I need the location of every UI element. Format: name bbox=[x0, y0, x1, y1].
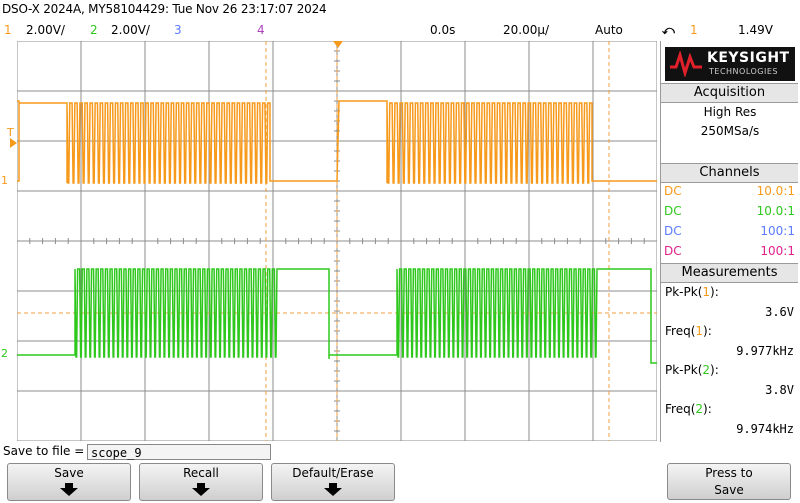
measurement-label[interactable]: Freq(1): bbox=[665, 324, 712, 338]
channel-coupling: DC bbox=[664, 244, 682, 258]
window-title: DSO-X 2024A, MY58104429: Tue Nov 26 23:1… bbox=[2, 2, 327, 16]
save-softkey-label: Save bbox=[54, 466, 84, 480]
ch1-waveform bbox=[17, 100, 657, 184]
measurement-channel: 1 bbox=[702, 285, 711, 299]
channels-header[interactable]: Channels bbox=[661, 163, 798, 183]
channel-probe: 10.0:1 bbox=[756, 184, 795, 198]
measurement-name: Pk-Pk( bbox=[665, 285, 703, 299]
ch4-number[interactable]: 4 bbox=[257, 23, 265, 37]
arrow-head-icon bbox=[60, 488, 78, 496]
channel-coupling: DC bbox=[664, 224, 682, 238]
ch1-scale[interactable]: 2.00V/ bbox=[26, 23, 65, 37]
measurement-value: 3.8V bbox=[765, 383, 794, 397]
save-to-file-label: Save to file = bbox=[3, 444, 85, 458]
ch3-number[interactable]: 3 bbox=[174, 23, 182, 37]
channel-probe: 100:1 bbox=[760, 244, 795, 258]
press-to-save-line1: Press to bbox=[705, 466, 753, 480]
channel-coupling: DC bbox=[664, 184, 682, 198]
measurement-value: 9.977kHz bbox=[736, 344, 794, 358]
ch1-number[interactable]: 1 bbox=[4, 23, 12, 37]
measurement-suffix: ): bbox=[710, 363, 719, 377]
measurement-name: Pk-Pk( bbox=[665, 363, 703, 377]
keysight-wave-icon bbox=[670, 51, 702, 77]
keysight-logo: KEYSIGHT TECHNOLOGIES bbox=[665, 47, 795, 81]
status-bar: 1 2.00V/ 2 2.00V/ 3 4 0.0s 20.00µ/ Auto … bbox=[0, 22, 698, 40]
measurement-channel: 1 bbox=[695, 324, 704, 338]
default-erase-softkey-label: Default/Erase bbox=[292, 466, 374, 480]
timebase-scale[interactable]: 20.00µ/ bbox=[503, 23, 550, 37]
measurement-name: Freq( bbox=[665, 324, 696, 338]
arrow-down-icon bbox=[329, 483, 337, 488]
press-to-save-line2: Save bbox=[714, 483, 744, 497]
channel-probe: 100:1 bbox=[760, 224, 795, 238]
ch2-scale[interactable]: 2.00V/ bbox=[111, 23, 150, 37]
press-to-save-softkey[interactable]: Press to Save bbox=[667, 463, 791, 500]
default-erase-softkey[interactable]: Default/Erase bbox=[271, 463, 395, 501]
measurement-value: 3.6V bbox=[765, 305, 794, 319]
recall-softkey[interactable]: Recall bbox=[139, 463, 263, 501]
trigger-arrow-icon bbox=[10, 138, 17, 148]
acquisition-mode: High Res bbox=[703, 105, 757, 119]
trigger-level[interactable]: 1.49V bbox=[738, 23, 773, 37]
ch2-number[interactable]: 2 bbox=[90, 23, 98, 37]
waveform-display[interactable] bbox=[17, 41, 657, 441]
sample-rate: 250MSa/s bbox=[700, 124, 760, 138]
channel-coupling: DC bbox=[664, 204, 682, 218]
measurement-label[interactable]: Freq(2): bbox=[665, 402, 712, 416]
side-panel bbox=[660, 41, 800, 442]
panel-divider bbox=[660, 41, 661, 442]
trigger-source[interactable]: 1 bbox=[690, 23, 698, 37]
arrow-down-icon bbox=[65, 483, 73, 488]
logo-text: KEYSIGHT bbox=[707, 50, 790, 66]
measurement-suffix: ): bbox=[710, 285, 719, 299]
arrow-head-icon bbox=[324, 488, 342, 496]
ch2-ground-marker[interactable]: 2 bbox=[1, 347, 8, 360]
rising-edge-icon: ⤺ bbox=[662, 23, 675, 37]
measurement-channel: 2 bbox=[695, 402, 704, 416]
measurements-header[interactable]: Measurements bbox=[661, 263, 798, 283]
measurement-label[interactable]: Pk-Pk(2): bbox=[665, 363, 719, 377]
measurement-channel: 2 bbox=[702, 363, 711, 377]
acquisition-header[interactable]: Acquisition bbox=[661, 83, 798, 103]
arrow-head-icon bbox=[192, 488, 210, 496]
ch1-ground-marker[interactable]: 1 bbox=[1, 174, 8, 187]
measurement-name: Freq( bbox=[665, 402, 696, 416]
trigger-position-icon bbox=[333, 41, 343, 48]
ch2-waveform bbox=[17, 268, 657, 364]
channel-probe: 10.0:1 bbox=[756, 204, 795, 218]
filename-field[interactable]: scope_9 bbox=[87, 444, 271, 460]
recall-softkey-label: Recall bbox=[183, 466, 219, 480]
horizontal-delay[interactable]: 0.0s bbox=[430, 23, 456, 37]
trigger-mode[interactable]: Auto bbox=[595, 23, 623, 37]
trigger-level-marker[interactable]: T bbox=[7, 126, 14, 139]
save-softkey[interactable]: Save bbox=[7, 463, 131, 501]
measurement-value: 9.974kHz bbox=[736, 422, 794, 436]
measurement-label[interactable]: Pk-Pk(1): bbox=[665, 285, 719, 299]
arrow-down-icon bbox=[197, 483, 205, 488]
measurement-suffix: ): bbox=[703, 324, 712, 338]
measurement-suffix: ): bbox=[703, 402, 712, 416]
logo-subtext: TECHNOLOGIES bbox=[709, 67, 778, 76]
